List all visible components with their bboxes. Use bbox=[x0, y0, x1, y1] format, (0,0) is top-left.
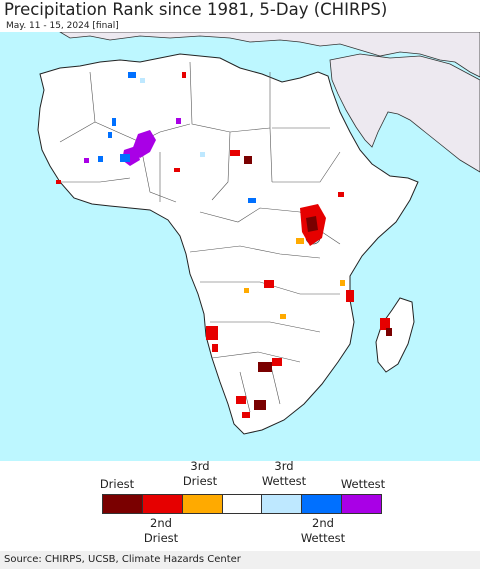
legend-label-driest: Driest bbox=[99, 477, 135, 491]
legend-label-2nd-driest: 2nd Driest bbox=[143, 516, 179, 545]
legend-label-3rd-driest: 3rd Driest bbox=[182, 459, 218, 488]
precipitation-rank-map bbox=[0, 32, 480, 461]
legend-swatch-normal bbox=[222, 495, 263, 513]
legend-swatch-3rd-wettest bbox=[262, 495, 303, 513]
legend-swatch-2nd-wettest bbox=[302, 495, 343, 513]
map-subtitle: May. 11 - 15, 2024 [final] bbox=[6, 21, 119, 31]
legend-label-wettest: Wettest bbox=[340, 477, 386, 491]
legend-swatch-wettest bbox=[342, 495, 382, 513]
legend-swatch-driest bbox=[103, 495, 143, 513]
dry-anomalies bbox=[56, 72, 392, 418]
europe-landmass bbox=[59, 32, 480, 78]
legend-color-bar bbox=[102, 494, 382, 514]
map-title: Precipitation Rank since 1981, 5-Day (CH… bbox=[4, 0, 388, 19]
legend-label-3rd-wettest: 3rd Wettest bbox=[261, 459, 307, 488]
source-credit: Source: CHIRPS, UCSB, Climate Hazards Ce… bbox=[0, 551, 480, 569]
middle-east-landmass bbox=[329, 53, 480, 173]
legend-swatch-3rd-driest bbox=[182, 495, 223, 513]
wet-anomalies bbox=[84, 72, 256, 203]
legend-swatch-2nd-driest bbox=[142, 495, 183, 513]
legend-label-2nd-wettest: 2nd Wettest bbox=[300, 516, 346, 545]
